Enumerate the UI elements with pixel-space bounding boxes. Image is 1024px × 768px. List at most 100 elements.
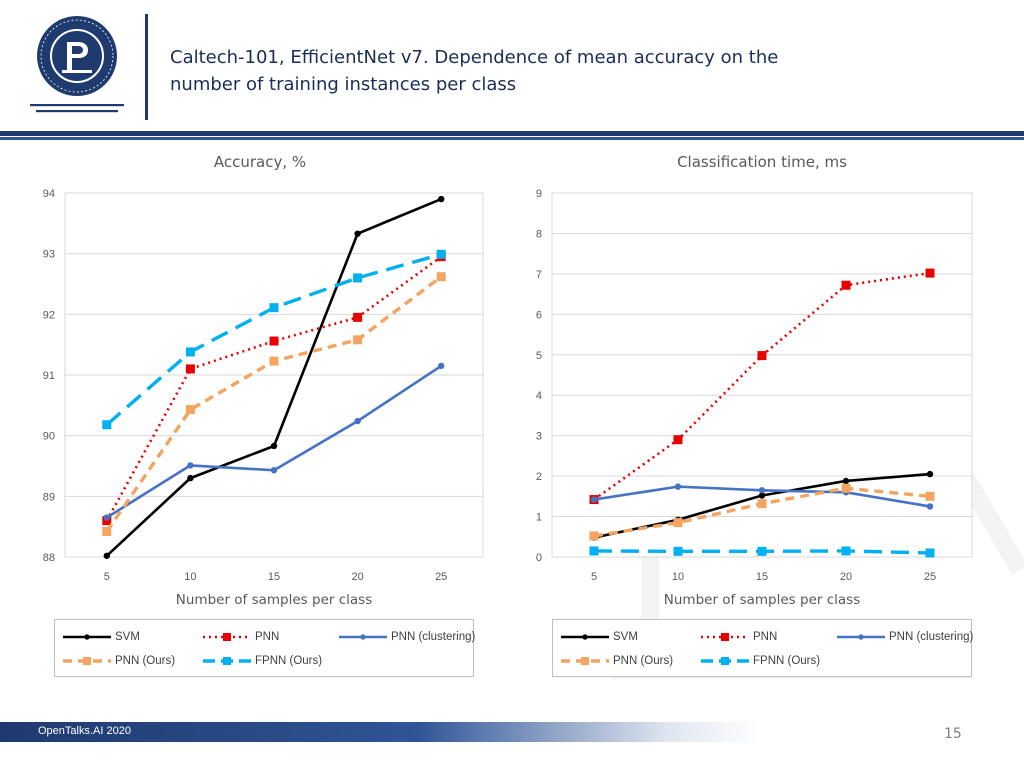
accuracy-chart: Accuracy, % 88 89 90 91 92 93 94 5 10 15 20 25 Numbe…	[10, 145, 510, 690]
y-tick-label: 2	[536, 471, 542, 483]
legend-swatch	[837, 634, 885, 640]
data-point	[758, 487, 766, 494]
data-point	[841, 546, 851, 556]
data-point	[925, 548, 935, 558]
y-tick-label: 1	[536, 512, 542, 524]
y-tick-label: 88	[43, 552, 55, 564]
legend-marker	[84, 634, 90, 640]
legend-item: PNN	[199, 626, 279, 648]
legend-swatch	[63, 634, 111, 640]
data-point	[354, 230, 361, 237]
chart-title: Classification time, ms	[677, 153, 847, 171]
legend-label: PNN (Ours)	[613, 655, 674, 667]
data-point	[673, 435, 683, 445]
data-point	[589, 531, 599, 541]
y-tick-label: 94	[43, 188, 55, 200]
data-point	[103, 514, 111, 521]
legend-item: PNN (clustering)	[335, 626, 475, 648]
y-tick-label: 8	[536, 228, 542, 240]
chart-title: Accuracy, %	[213, 153, 307, 171]
legend-item: PNN	[697, 626, 777, 648]
x-tick-label: 20	[840, 571, 852, 583]
chart-legend: SVM PNN PNN (clustering) PNN (Ours) FPNN (Ou…	[552, 619, 973, 677]
legend-swatch	[63, 657, 111, 665]
data-point	[925, 268, 935, 278]
y-tick-label: 6	[536, 309, 542, 321]
data-point	[757, 351, 767, 361]
y-tick-label: 90	[43, 431, 55, 443]
x-tick-label: 5	[591, 571, 597, 583]
chart-legend: SVM PNN PNN (clustering) PNN (Ours) FPNN (Ou…	[54, 619, 475, 677]
legend-marker	[721, 633, 729, 641]
data-point	[270, 442, 278, 450]
x-tick-label: 15	[756, 571, 768, 583]
data-point	[438, 195, 445, 203]
data-point	[353, 335, 363, 345]
time-plot: 0 1 2 3 4 5 6 7 8 9 5 10 15 20 25 Number of samples per…	[536, 188, 973, 608]
y-tick-label: 93	[43, 249, 55, 261]
legend-item: FPNN (Ours)	[697, 650, 820, 672]
university-logo	[30, 16, 124, 113]
data-point	[269, 356, 279, 366]
data-point	[841, 483, 851, 493]
data-point	[354, 417, 361, 425]
series-fpnn-ours	[589, 546, 935, 558]
y-tick-label: 89	[43, 491, 55, 503]
legend-marker	[223, 657, 231, 665]
slide-header: Caltech-101, EfficientNet v7. Dependence…	[0, 0, 1024, 138]
header-band-accent	[0, 137, 1024, 140]
slide-title-line1: Caltech-101, EfficientNet v7. Dependence…	[170, 47, 779, 68]
data-point	[438, 362, 445, 370]
data-point	[102, 420, 112, 430]
legend-label: SVM	[115, 631, 140, 643]
data-point	[353, 312, 363, 322]
legend-label: PNN	[753, 631, 778, 643]
time-chart: Classification time, ms 0 1 2 3 4 5 6 7 8 9 5 10 15 2…	[512, 145, 1012, 690]
legend-label: PNN (clustering)	[889, 631, 974, 643]
legend-marker	[360, 634, 366, 640]
legend-item: FPNN (Ours)	[199, 650, 322, 672]
legend-swatch	[203, 633, 251, 641]
series-fpnn-ours	[102, 249, 446, 430]
data-point	[185, 364, 195, 374]
data-point	[590, 496, 598, 503]
legend-item: PNN (Ours)	[557, 650, 673, 672]
legend-item: SVM	[557, 626, 638, 648]
legend-swatch	[561, 657, 609, 665]
y-tick-label: 9	[536, 188, 542, 200]
y-tick-label: 5	[536, 350, 542, 362]
legend-item: SVM	[59, 626, 140, 648]
x-tick-label: 25	[435, 571, 447, 583]
x-axis-label: Number of samples per class	[176, 592, 372, 608]
page-number: 15	[944, 726, 962, 742]
legend-marker	[83, 657, 91, 665]
data-point	[674, 483, 682, 490]
data-point	[758, 492, 766, 499]
slide-title: Caltech-101, EfficientNet v7. Dependence…	[170, 44, 890, 98]
data-point	[841, 280, 851, 290]
x-axis-label: Number of samples per class	[664, 592, 860, 608]
data-point	[673, 518, 683, 528]
x-tick-label: 25	[924, 571, 936, 583]
header-divider	[145, 14, 148, 120]
slide-title-line2: number of training instances per class	[170, 74, 517, 95]
legend-label: FPNN (Ours)	[255, 655, 323, 667]
data-point	[270, 467, 278, 474]
data-point	[673, 546, 683, 556]
y-tick-label: 4	[536, 390, 542, 402]
legend-marker	[581, 657, 589, 665]
legend-item: PNN (Ours)	[59, 650, 175, 672]
data-point	[269, 303, 279, 313]
y-tick-label: 3	[536, 431, 542, 443]
series-pnn-ours	[589, 483, 935, 541]
data-point	[926, 503, 934, 510]
data-point	[436, 272, 446, 282]
legend-item: PNN (clustering)	[833, 626, 973, 648]
data-point	[185, 347, 195, 357]
y-tick-label: 92	[43, 309, 55, 321]
data-point	[925, 491, 935, 501]
data-point	[353, 273, 363, 283]
series-pnn-clustering	[103, 362, 445, 521]
data-point	[185, 405, 195, 415]
data-point	[187, 462, 194, 469]
